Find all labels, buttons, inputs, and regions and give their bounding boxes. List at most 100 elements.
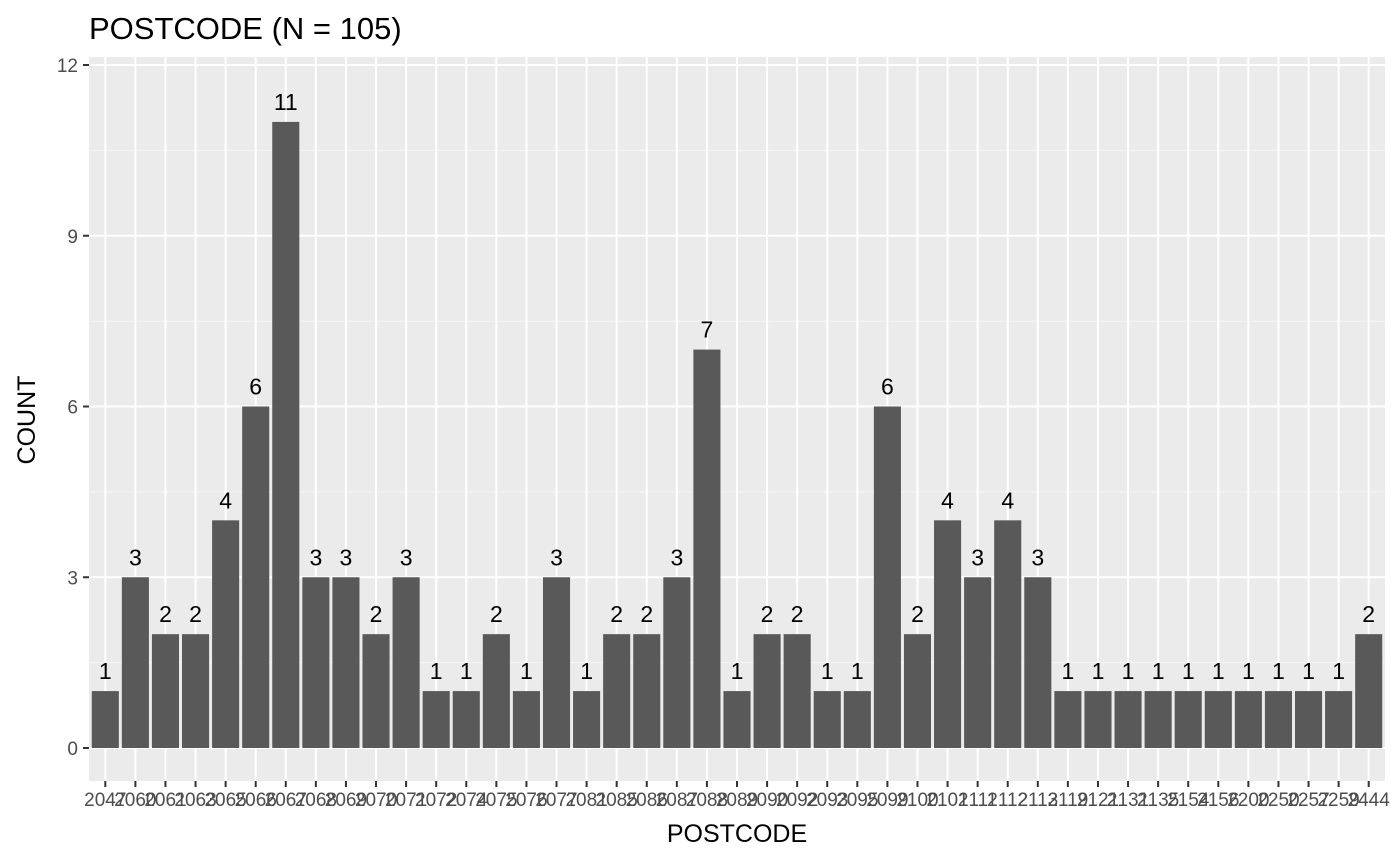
bar [1325, 691, 1353, 748]
bar [542, 577, 571, 748]
x-tick-label: 2121 [1077, 790, 1119, 811]
chart-title: POSTCODE (N = 105) [89, 11, 402, 46]
x-tick-label: 2060 [114, 790, 156, 811]
x-tick-label: 2077 [535, 790, 577, 811]
bar-value-label: 3 [670, 544, 683, 570]
bar-value-label: 3 [340, 544, 353, 570]
x-tick-label: 2100 [896, 790, 938, 811]
bar [813, 691, 841, 748]
bar-value-label: 2 [189, 601, 202, 627]
bar [1204, 691, 1232, 748]
y-axis: 0 3 6 9 12 [57, 56, 89, 760]
x-tick-label: 2070 [355, 790, 397, 811]
x-tick-label: 2250 [1257, 790, 1299, 811]
bar-value-label: 2 [370, 601, 383, 627]
bar-value-label: 4 [941, 487, 954, 513]
bar [1144, 691, 1172, 748]
bars [91, 121, 1383, 748]
x-tick-label: 2074 [445, 790, 488, 811]
x-tick-label: 2076 [505, 790, 547, 811]
bar-value-label: 2 [640, 601, 653, 627]
x-tick-label: 2085 [596, 790, 638, 811]
x-tick-label: 2063 [174, 790, 216, 811]
bar-value-label: 2 [1362, 601, 1375, 627]
bar-value-label: 1 [821, 658, 834, 684]
bar-value-label: 1 [1212, 658, 1225, 684]
bar [753, 634, 781, 748]
bar [242, 406, 270, 748]
bar-value-label: 3 [1031, 544, 1044, 570]
bar-value-label: 4 [219, 487, 232, 513]
bar [422, 691, 450, 748]
x-tick-label: 2200 [1227, 790, 1269, 811]
x-tick-label: 2099 [866, 790, 908, 811]
bar [482, 634, 510, 748]
x-tick-label: 2156 [1197, 790, 1239, 811]
bar [693, 349, 721, 748]
bar [633, 634, 661, 748]
bar [843, 691, 871, 748]
x-tick-label: 2101 [926, 790, 968, 811]
x-tick-label: 2068 [295, 790, 337, 811]
bar [1024, 577, 1052, 748]
bar-value-label: 1 [1302, 658, 1315, 684]
x-tick-label: 2113 [1017, 790, 1058, 811]
bar-value-label: 1 [1242, 658, 1255, 684]
x-tick-label: 2090 [746, 790, 788, 811]
x-tick-label: 2086 [626, 790, 668, 811]
x-tick-label: 2092 [776, 790, 818, 811]
bar-value-label: 1 [99, 658, 112, 684]
bar-value-label: 1 [430, 658, 443, 684]
bar-value-label: 2 [159, 601, 172, 627]
x-axis: 2047206020612063206520662067206820692070… [84, 781, 1390, 811]
bar [573, 691, 601, 748]
bar-value-label: 4 [1001, 487, 1014, 513]
bar-value-label: 11 [274, 89, 298, 115]
bar [1264, 691, 1292, 748]
bar-value-label: 1 [1122, 658, 1135, 684]
bar [603, 634, 631, 748]
bar-value-label: 2 [911, 601, 924, 627]
bar-value-label: 3 [309, 544, 322, 570]
y-axis-title: COUNT [13, 376, 41, 465]
bar-value-label: 2 [610, 601, 623, 627]
x-tick-label: 2066 [235, 790, 277, 811]
x-tick-label: 2081 [565, 790, 607, 811]
x-tick-label: 2112 [987, 790, 1028, 811]
bar-value-label: 1 [1272, 658, 1285, 684]
bar-value-label: 3 [400, 544, 413, 570]
bar [272, 121, 300, 748]
x-tick-label: 2061 [144, 790, 186, 811]
bar [121, 577, 149, 748]
x-tick-label: 2072 [415, 790, 457, 811]
bar [964, 577, 992, 748]
bar-value-label: 6 [249, 374, 262, 400]
bar [723, 691, 751, 748]
bar-value-label: 1 [731, 658, 744, 684]
x-tick-label: 2067 [265, 790, 307, 811]
bar [1054, 691, 1082, 748]
bar-value-label: 1 [460, 658, 473, 684]
y-tick-label: 0 [67, 739, 78, 760]
bar-value-label: 1 [1332, 658, 1345, 684]
bar [452, 691, 480, 748]
x-tick-label: 2089 [716, 790, 758, 811]
bar [663, 577, 691, 748]
x-tick-label: 2259 [1317, 790, 1359, 811]
bar [783, 634, 811, 748]
bar [151, 634, 179, 748]
bar [903, 634, 932, 748]
bar-value-label: 3 [971, 544, 984, 570]
bar-value-label: 3 [129, 544, 142, 570]
y-tick-label: 3 [67, 568, 78, 589]
bar-value-label: 1 [1061, 658, 1074, 684]
x-tick-label: 2069 [325, 790, 367, 811]
bar-value-label: 1 [1092, 658, 1105, 684]
bar [873, 406, 901, 748]
bar [512, 691, 540, 748]
y-tick-label: 12 [57, 56, 78, 77]
bar-value-label: 1 [851, 658, 864, 684]
x-tick-label: 2154 [1167, 790, 1210, 811]
